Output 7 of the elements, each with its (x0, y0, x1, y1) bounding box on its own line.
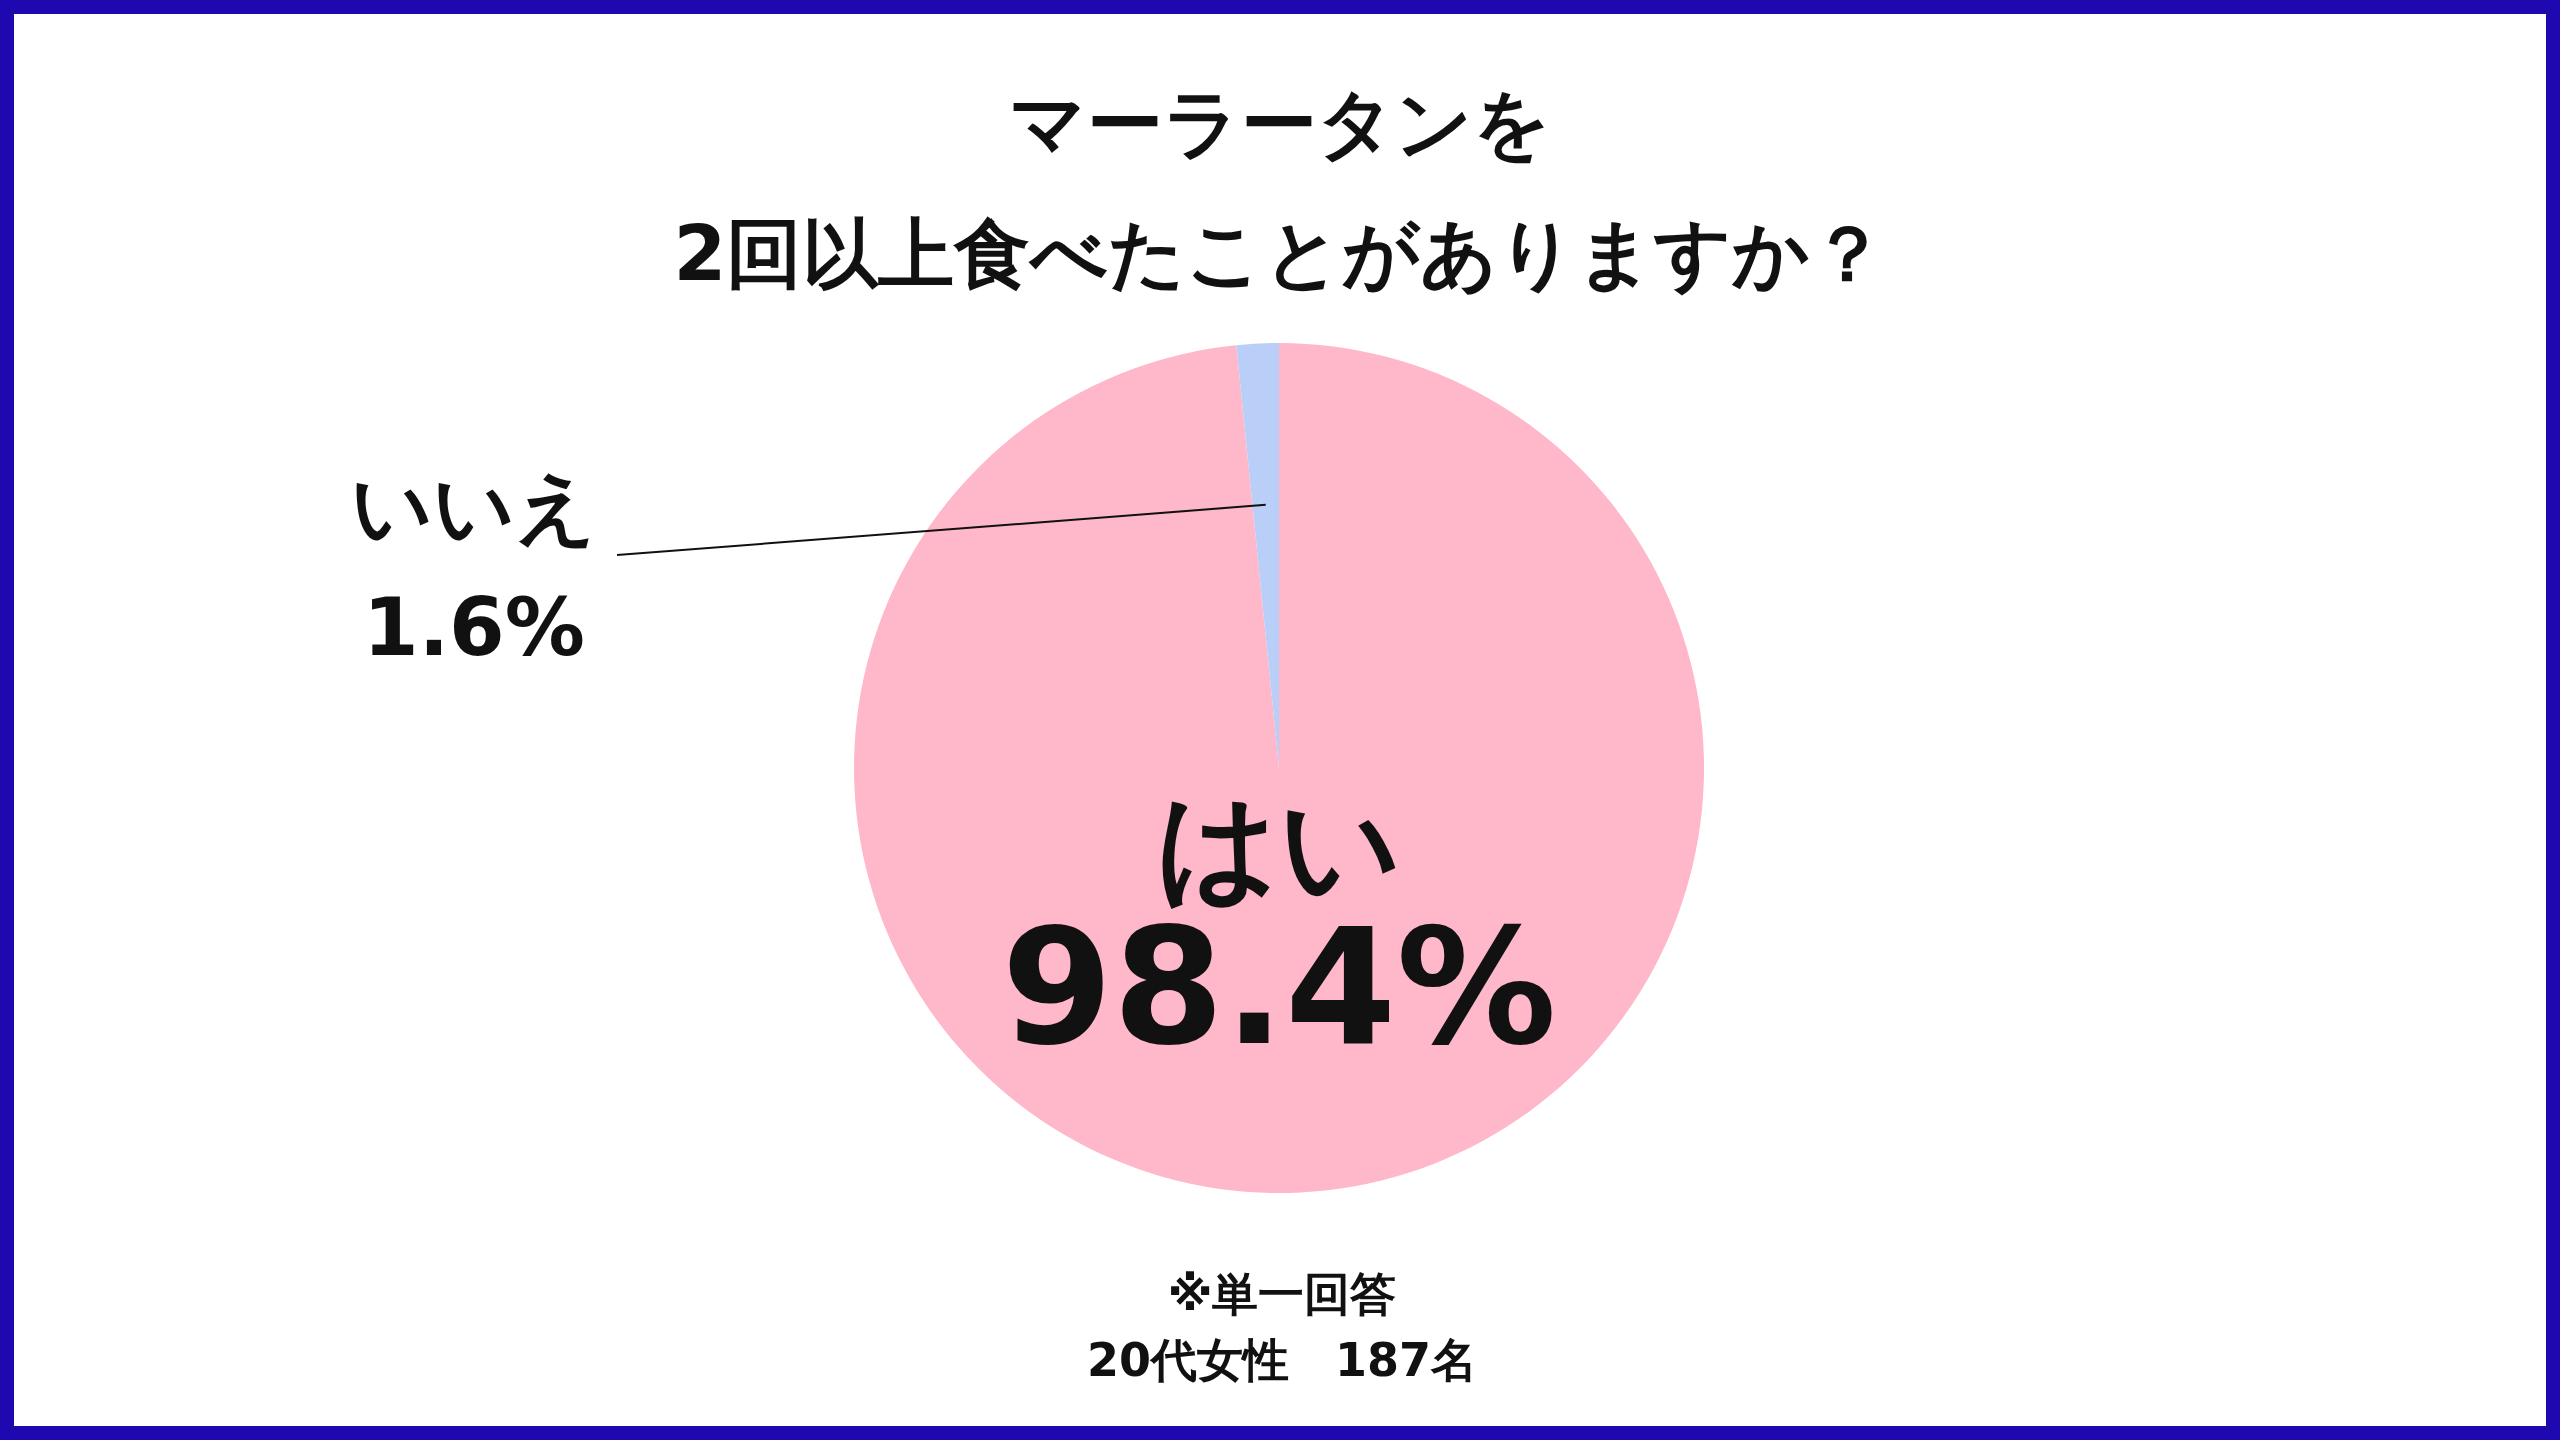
text: ※単一回答 (1167, 1267, 1397, 1321)
slice-label: いいえ (351, 461, 597, 554)
text: 20代女性 187名 (1086, 1333, 1478, 1387)
chart-title: マーラータンを (1009, 79, 1551, 168)
chart-subtitle: 2回以上食べたことがありますか？ (673, 209, 1887, 298)
pie-slice (854, 343, 1704, 1193)
data-label: 1.6% (363, 581, 585, 674)
